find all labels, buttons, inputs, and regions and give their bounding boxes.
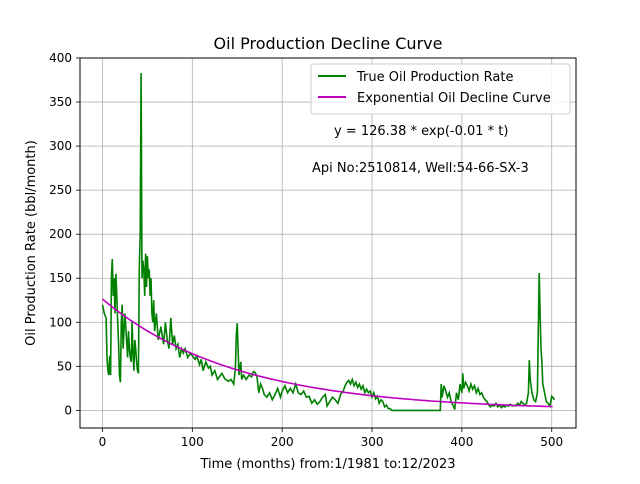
legend-label-true-production: True Oil Production Rate	[356, 70, 513, 85]
y-tick-label: 350	[49, 95, 72, 109]
y-tick-label: 100	[49, 315, 72, 329]
y-tick-label: 300	[49, 139, 72, 153]
y-tick-label: 150	[49, 271, 72, 285]
y-tick-label: 400	[49, 51, 72, 65]
legend: True Oil Production Rate Exponential Oil…	[310, 63, 571, 115]
x-tick-label: 0	[99, 435, 107, 449]
x-axis-label: Time (months) from:1/1981 to:12/2023	[199, 457, 455, 472]
y-axis-ticks: 0 50 100 150 200 250 300 350 400	[49, 51, 80, 417]
chart-title: Oil Production Decline Curve	[214, 34, 443, 53]
x-tick-label: 200	[271, 435, 294, 449]
equation-annotation: y = 126.38 * exp(-0.01 * t)	[334, 124, 508, 139]
series-layer	[101, 72, 556, 412]
true-production-line	[101, 72, 556, 412]
legend-box	[310, 63, 571, 115]
x-tick-label: 500	[540, 435, 563, 449]
legend-label-exponential-decline: Exponential Oil Decline Curve	[357, 91, 551, 106]
plot-frame	[79, 57, 577, 429]
well-info-annotation: Api No:2510814, Well:54-66-SX-3	[312, 161, 529, 176]
x-tick-label: 100	[181, 435, 204, 449]
x-tick-label: 400	[450, 435, 473, 449]
y-tick-label: 250	[49, 183, 72, 197]
x-tick-label: 300	[361, 435, 384, 449]
y-axis-label: Oil Production Rate (bbl/month)	[24, 140, 39, 346]
y-tick-label: 200	[49, 227, 72, 241]
x-axis-ticks: 0 100 200 300 400 500	[99, 428, 563, 449]
y-tick-label: 0	[64, 403, 72, 417]
y-tick-label: 50	[57, 359, 72, 373]
exponential-decline-line	[101, 298, 553, 408]
